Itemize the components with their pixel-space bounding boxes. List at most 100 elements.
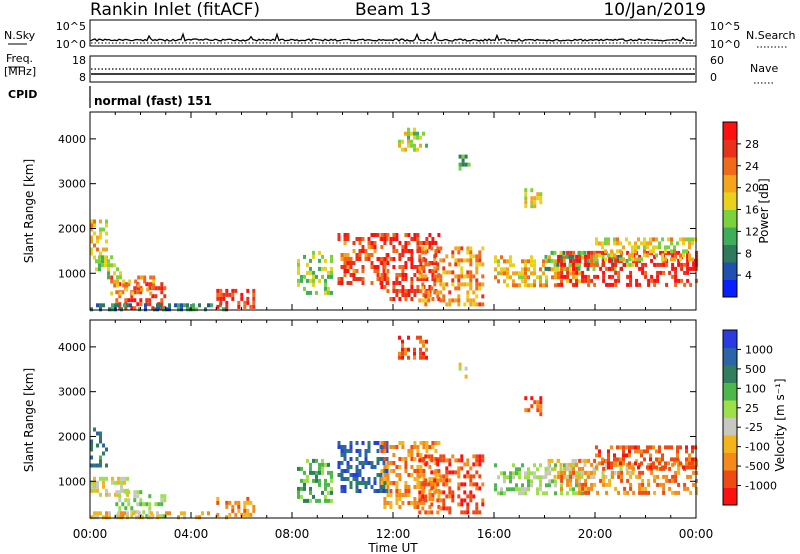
echo-cell: [677, 258, 681, 263]
echo-cell: [581, 278, 585, 283]
echo-cell: [439, 454, 443, 459]
echo-cell: [385, 237, 389, 241]
echo-cell: [337, 237, 341, 241]
echo-cell: [554, 479, 557, 484]
echo-cell: [156, 511, 159, 516]
echo-cell: [686, 262, 690, 267]
echo-cell: [225, 500, 229, 505]
echo-cell: [560, 474, 564, 479]
echo-cell: [563, 262, 567, 267]
echo-cell: [629, 282, 633, 287]
echo-cell: [419, 481, 423, 485]
echo-cell: [101, 255, 104, 260]
echo-cell: [383, 441, 387, 445]
echo-cell: [370, 241, 374, 245]
echo-cell: [611, 262, 615, 267]
echo-cell: [638, 490, 642, 495]
echo-cell: [343, 485, 347, 489]
echo-cell: [398, 281, 402, 285]
echo-cell: [395, 293, 399, 297]
colorbar-tick-label: 24: [745, 160, 759, 173]
echo-cell: [475, 258, 479, 263]
echo-cell: [413, 147, 416, 152]
echo-cell: [392, 281, 396, 285]
echo-cell: [656, 474, 660, 479]
echo-cell: [530, 259, 533, 264]
echo-cell: [121, 502, 125, 507]
echo-cell: [118, 494, 122, 499]
echo-cell: [524, 471, 527, 476]
echo-cell: [608, 274, 612, 279]
echo-cell: [643, 237, 646, 242]
echo-cell: [481, 498, 485, 503]
echo-cell: [367, 461, 371, 465]
echo-cell: [524, 200, 528, 205]
echo-cell: [571, 462, 575, 467]
echo-cell: [386, 465, 390, 469]
echo-cell: [667, 445, 670, 450]
echo-cell: [154, 502, 158, 507]
echo-cell: [383, 505, 387, 509]
echo-cell: [416, 465, 420, 469]
echo-cell: [413, 237, 417, 241]
echo-cell: [382, 461, 386, 465]
echo-cell: [421, 246, 425, 251]
echo-cell: [404, 277, 408, 281]
echo-cell: [352, 473, 356, 477]
echo-cell: [433, 478, 437, 483]
echo-cell: [306, 474, 309, 479]
echo-cell: [650, 278, 654, 283]
echo-cell: [617, 490, 621, 495]
echo-cell: [608, 482, 612, 487]
echo-cell: [410, 253, 414, 257]
echo-cell: [379, 489, 383, 493]
echo-cell: [404, 265, 408, 269]
echo-cell: [695, 250, 699, 255]
echo-cell: [569, 271, 572, 276]
echo-cell: [90, 455, 93, 460]
scatter-region: [557, 458, 699, 495]
echo-cell: [340, 485, 344, 489]
echo-cell: [407, 143, 410, 148]
echo-cell: [413, 131, 416, 136]
echo-cell: [530, 188, 534, 193]
echo-cell: [442, 506, 446, 511]
echo-cell: [518, 467, 521, 472]
echo-cell: [404, 241, 408, 245]
colorbar-tick-label: -25: [745, 421, 763, 434]
echo-cell: [430, 470, 434, 475]
echo-cell: [575, 258, 579, 263]
echo-cell: [102, 443, 105, 448]
echo-cell: [680, 262, 684, 267]
echo-cell: [595, 465, 598, 470]
echo-cell: [457, 502, 461, 507]
echo-cell: [337, 473, 341, 477]
echo-cell: [515, 283, 518, 288]
echo-cell: [575, 491, 578, 496]
echo-cell: [410, 445, 414, 449]
echo-cell: [135, 515, 138, 520]
echo-cell: [599, 266, 603, 271]
echo-cell: [676, 445, 679, 450]
echo-cell: [93, 476, 96, 481]
echo-cell: [509, 259, 512, 264]
echo-cell: [162, 307, 165, 312]
echo-cell: [434, 473, 438, 477]
echo-cell: [577, 250, 581, 255]
echo-cell: [410, 285, 414, 289]
x-tick-label: 12:00: [376, 527, 411, 541]
echo-cell: [611, 282, 615, 287]
echo-cell: [410, 297, 414, 301]
echo-cell: [613, 453, 616, 458]
echo-cell: [428, 285, 432, 289]
echo-cell: [297, 258, 300, 263]
echo-cell: [410, 449, 414, 453]
echo-cell: [553, 262, 557, 267]
echo-cell: [330, 478, 333, 483]
echo-cell: [554, 275, 557, 280]
echo-cell: [385, 457, 389, 461]
echo-cell: [503, 475, 506, 480]
echo-cell: [460, 246, 464, 251]
echo-cell: [165, 307, 168, 312]
